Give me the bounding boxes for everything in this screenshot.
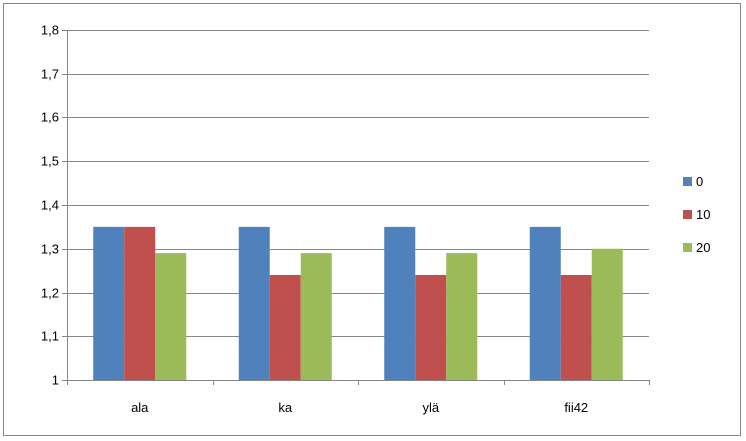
y-tick-label: 1,7	[41, 67, 59, 82]
y-tick-label: 1,8	[41, 23, 59, 38]
x-tick-label: ylä	[422, 400, 439, 415]
bar-20-ka	[300, 253, 332, 380]
bar-0-fii42	[529, 226, 561, 380]
y-tick-labels: 1 1,1 1,2 1,3 1,4 1,5 1,6 1,7 1,8	[41, 23, 59, 388]
bar-10-ala	[124, 226, 156, 380]
bar-0-ka	[238, 226, 270, 380]
legend: 0 10 20	[683, 174, 710, 255]
axes	[62, 30, 650, 385]
x-tick-label: ka	[278, 400, 293, 415]
legend-label-20: 20	[696, 240, 710, 255]
legend-swatch-10	[683, 210, 692, 219]
bar-10-ylä	[415, 275, 447, 380]
legend-swatch-20	[683, 243, 692, 252]
y-tick-label: 1,2	[41, 286, 59, 301]
x-tick-label: fii42	[564, 400, 588, 415]
y-tick-label: 1,4	[41, 198, 59, 213]
y-tick-label: 1,1	[41, 329, 59, 344]
y-tick-label: 1,5	[41, 154, 59, 169]
y-tick-label: 1,6	[41, 110, 59, 125]
bars	[93, 226, 623, 380]
bar-10-fii42	[560, 275, 592, 380]
y-tick-label: 1,3	[41, 242, 59, 257]
legend-label-10: 10	[696, 207, 710, 222]
bar-0-ala	[93, 226, 125, 380]
bar-0-ylä	[384, 226, 416, 380]
y-tick-label: 1	[52, 373, 59, 388]
bar-20-fii42	[591, 248, 623, 380]
bar-10-ka	[269, 275, 301, 380]
bar-20-ala	[155, 253, 187, 380]
legend-swatch-0	[683, 177, 692, 186]
x-tick-labels: ala ka ylä fii42	[131, 400, 588, 415]
legend-label-0: 0	[696, 174, 703, 189]
bar-20-ylä	[446, 253, 478, 380]
x-tick-label: ala	[131, 400, 149, 415]
